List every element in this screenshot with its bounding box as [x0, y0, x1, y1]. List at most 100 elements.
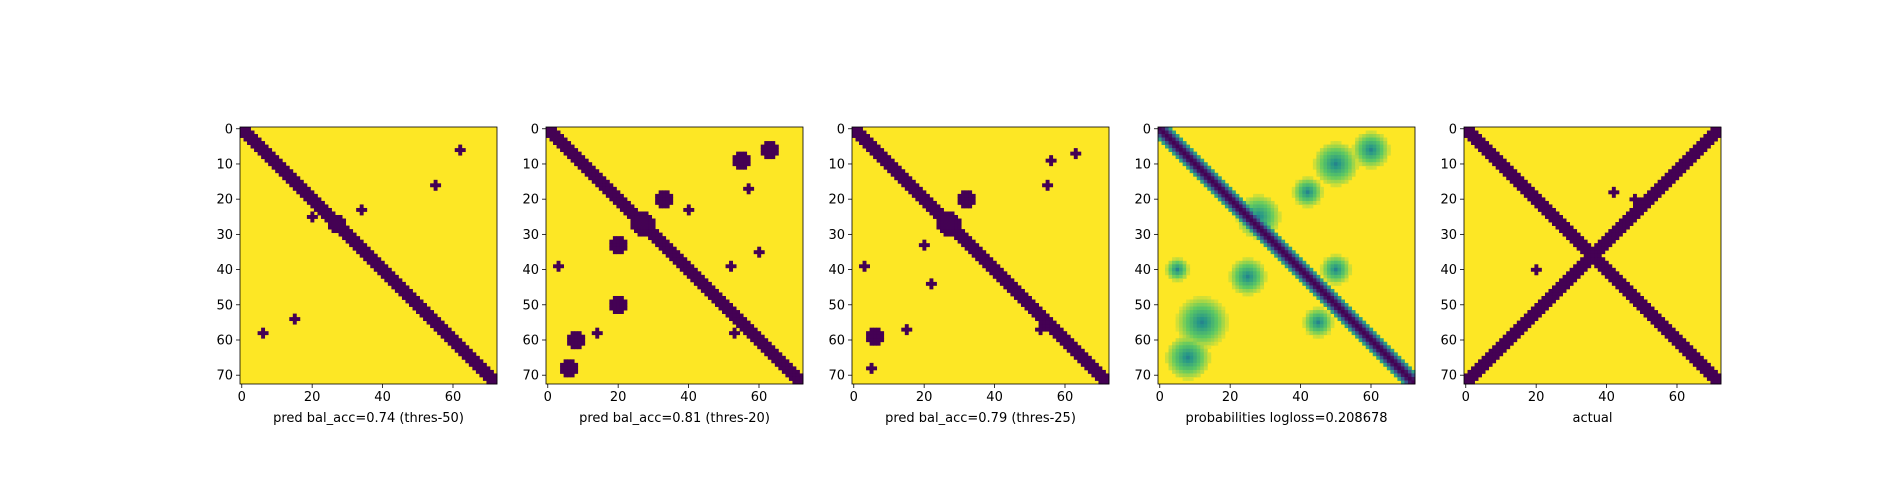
- heatmap-cell: [1013, 288, 1018, 293]
- heatmap-cell: [1045, 327, 1050, 332]
- heatmap-cell: [1217, 327, 1222, 332]
- heatmap-cell: [363, 257, 368, 262]
- heatmap-cell: [1031, 306, 1036, 311]
- heatmap-cell: [1270, 246, 1275, 251]
- heatmap-cell: [1509, 169, 1514, 174]
- heatmap-cell: [1260, 222, 1265, 226]
- heatmap-cell: [1537, 303, 1542, 307]
- heatmap-cell: [1217, 320, 1222, 325]
- heatmap-cell: [746, 334, 751, 339]
- heatmap-cell: [1305, 313, 1310, 318]
- heatmap-cell: [1207, 359, 1212, 364]
- heatmap-cell: [1369, 331, 1374, 336]
- heatmap-cell: [1175, 359, 1180, 364]
- heatmap-cell: [1288, 253, 1293, 258]
- heatmap-cell: [1316, 179, 1321, 184]
- heatmap-cell: [1334, 303, 1338, 307]
- heatmap-cell: [247, 134, 251, 138]
- heatmap-cell: [1179, 257, 1184, 262]
- heatmap-cell: [1326, 331, 1331, 336]
- heatmap-cell: [1372, 162, 1377, 167]
- heatmap-cell: [1625, 281, 1630, 286]
- heatmap-cell: [408, 299, 413, 304]
- heatmap-cell: [1548, 204, 1553, 209]
- heatmap-cell: [310, 218, 315, 223]
- heatmap-cell: [1179, 306, 1184, 311]
- heatmap-cell: [760, 334, 765, 339]
- heatmap-cell: [697, 281, 702, 286]
- heatmap-cell: [1045, 317, 1050, 322]
- heatmap-cell: [1309, 285, 1314, 290]
- heatmap-cell: [1365, 151, 1370, 156]
- heatmap-cell: [736, 313, 741, 318]
- heatmap-cell: [352, 236, 357, 241]
- heatmap-cell: [873, 144, 878, 149]
- heatmap-cell: [873, 155, 878, 160]
- y-tick-label: 10: [216, 157, 233, 172]
- heatmap-cell: [1580, 243, 1585, 248]
- heatmap-cell: [1179, 324, 1184, 329]
- heatmap-cell: [1172, 355, 1176, 360]
- heatmap-cell: [1179, 310, 1184, 314]
- heatmap-cell: [581, 169, 586, 174]
- heatmap-cell: [1210, 324, 1215, 329]
- heatmap-cell: [1210, 331, 1215, 336]
- heatmap-cell: [1326, 155, 1331, 160]
- heatmap-cell: [996, 271, 1001, 276]
- heatmap-cell: [1552, 295, 1556, 300]
- heatmap-cell: [1615, 271, 1620, 276]
- heatmap-cell: [1179, 151, 1184, 156]
- heatmap-cell: [612, 186, 617, 191]
- heatmap-cell: [433, 327, 438, 332]
- heatmap-cell: [862, 134, 867, 138]
- heatmap-cell: [1193, 369, 1198, 374]
- heatmap-cell: [1298, 179, 1303, 184]
- heatmap-cell: [1587, 250, 1592, 255]
- heatmap-cell: [1348, 155, 1353, 160]
- heatmap-cell: [468, 348, 473, 353]
- heatmap-cell: [1200, 345, 1205, 350]
- heatmap-cell: [1186, 324, 1191, 329]
- heatmap-cell: [574, 148, 579, 153]
- heatmap-cell: [1295, 190, 1300, 195]
- heatmap-cell: [1640, 204, 1644, 209]
- heatmap-cell: [1172, 151, 1176, 156]
- heatmap-cell: [440, 334, 445, 339]
- heatmap-cell: [1362, 338, 1367, 343]
- heatmap-cell: [1611, 274, 1616, 279]
- heatmap-cell: [743, 158, 748, 163]
- heatmap-cell: [1246, 222, 1250, 226]
- x-tick-label: 60: [1057, 390, 1074, 405]
- heatmap-cell: [1492, 348, 1497, 353]
- heatmap-cell: [454, 148, 459, 153]
- heatmap-cell: [1330, 310, 1335, 314]
- heatmap-cell: [370, 250, 375, 255]
- heatmap-cell: [1678, 341, 1683, 346]
- heatmap-cell: [1474, 369, 1479, 374]
- heatmap-cell: [964, 232, 969, 237]
- heatmap-cell: [683, 264, 688, 269]
- heatmap-cell: [285, 169, 290, 174]
- heatmap-cell: [669, 193, 674, 198]
- heatmap-cell: [757, 334, 762, 339]
- heatmap-cell: [746, 327, 751, 332]
- heatmap-cell: [1305, 278, 1310, 283]
- heatmap-cell: [1316, 155, 1321, 160]
- heatmap-cell: [662, 239, 667, 244]
- heatmap-cell: [932, 215, 937, 219]
- heatmap-cell: [282, 169, 287, 174]
- heatmap-cell: [1337, 260, 1342, 265]
- heatmap-cell: [1323, 285, 1328, 290]
- heatmap-cell: [373, 257, 378, 262]
- heatmap-cell: [704, 285, 709, 290]
- heatmap-cell: [961, 232, 966, 237]
- heatmap-cell: [1601, 271, 1606, 276]
- heatmap-cell: [641, 218, 645, 223]
- heatmap-cell: [1323, 281, 1328, 286]
- heatmap-cell: [306, 197, 311, 202]
- heatmap-cell: [1597, 246, 1602, 251]
- heatmap-cell: [1523, 320, 1528, 325]
- heatmap-cell: [1358, 141, 1363, 145]
- heatmap-cell: [384, 274, 389, 279]
- heatmap-cell: [1341, 303, 1345, 307]
